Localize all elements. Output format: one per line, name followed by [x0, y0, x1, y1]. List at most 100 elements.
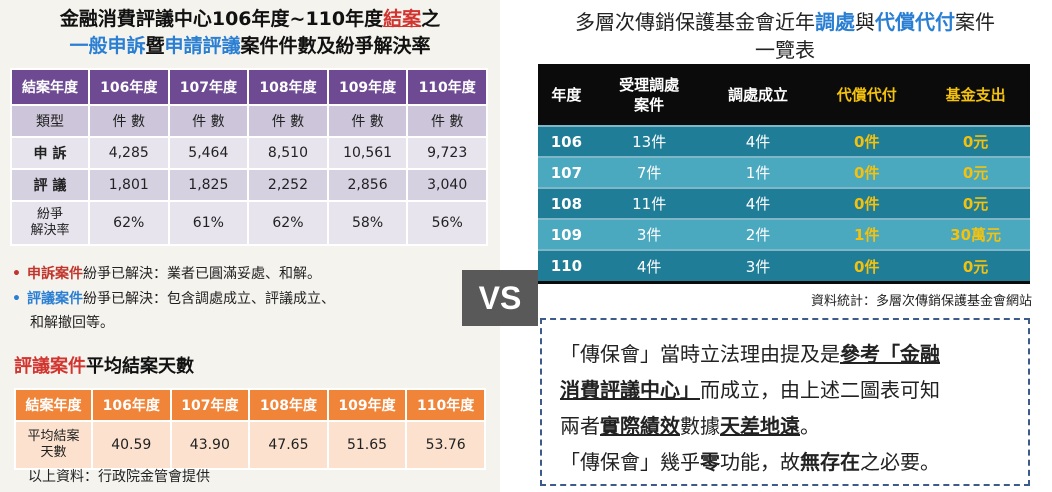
table-cell: 5,464: [167, 136, 250, 170]
table-header-cell: 110年度: [406, 68, 488, 106]
table-cell: 11件: [594, 187, 704, 219]
table-cell: 108: [538, 187, 595, 219]
conclusion-text: 數據: [680, 414, 720, 438]
table-cell: 紛爭 解決率: [10, 200, 90, 246]
table-header-cell: 結案年度: [10, 68, 90, 106]
right-title-text: 案件: [955, 10, 995, 34]
conclusion-emphasis: 參考「金融: [840, 342, 940, 366]
table-header-cell: 106年度: [90, 388, 172, 422]
avg-days-table: 結案年度 106年度 107年度 108年度 109年度 110年度 平均結案 …: [14, 388, 486, 470]
table-cell: 0件: [812, 249, 922, 281]
table-row: 108 11件 4件 0件 0元: [538, 187, 1030, 219]
table-cell: 評 議: [10, 168, 90, 202]
table-row: 紛爭 解決率 62% 61% 62% 58% 56%: [10, 200, 488, 246]
table-header-cell: 結案年度: [14, 388, 93, 422]
right-title-text: 多層次傳銷保護基金會近年: [575, 10, 815, 34]
table-cell: 51.65: [326, 420, 408, 470]
table-header-cell: 基金支出: [945, 85, 1006, 104]
table-cell: 0件: [812, 125, 922, 157]
table-cell: 3,040: [406, 168, 488, 202]
note-text: 紛爭已解決：包含調處成立、評議成立、: [82, 291, 335, 307]
table-cell: 件 數: [326, 104, 409, 138]
table-cell: 件 數: [406, 104, 488, 138]
conclusion-text: 。: [800, 414, 820, 438]
table-cell: 61%: [167, 200, 250, 246]
table-cell: 1,825: [167, 168, 250, 202]
table-cell: 件 數: [167, 104, 250, 138]
conclusion-text: 功能，故: [720, 450, 800, 474]
table-cell: 4,285: [87, 136, 170, 170]
table-header-cell: 年度: [551, 85, 582, 104]
note-keyword: 申訴案件: [26, 266, 83, 282]
table-row: 評 議 1,801 1,825 2,252 2,856 3,040: [10, 168, 488, 202]
left-panel: 金融消費評議中心106年度~110年度結案之 一般申訴暨申請評議案件件數及紛爭解…: [0, 0, 500, 492]
table-header-cell: 107年度: [167, 68, 250, 106]
table-cell: 1件: [812, 218, 922, 250]
table-cell: 0件: [812, 187, 922, 219]
note-review-cont: 和解撤回等。: [30, 312, 114, 334]
left-title-highlight: 一般申訴: [69, 35, 146, 57]
table-row: 申 訴 4,285 5,464 8,510 10,561 9,723: [10, 136, 488, 170]
note-keyword: 評議案件: [26, 291, 83, 307]
table-cell: 7件: [594, 156, 704, 188]
table-row: 109 3件 2件 1件 30萬元: [538, 218, 1030, 250]
table-cell: 3件: [594, 218, 704, 250]
table-header-cell: 108年度: [247, 68, 329, 106]
table-cell: 109: [538, 218, 595, 250]
note-text: 和解撤回等。: [30, 315, 114, 331]
table-cell: 申 訴: [10, 136, 90, 170]
right-title-line2: 一覽表: [755, 38, 815, 62]
mediation-table: 年度 受理調處 案件 調處成立 代償代付 基金支出 106 13件 4件 0件 …: [538, 64, 1030, 281]
table-cell: 0元: [921, 187, 1030, 219]
conclusion-emphasis: 天差地遠: [720, 414, 800, 438]
table-cell: 47.65: [248, 420, 329, 470]
table-cell: 40.59: [90, 420, 172, 470]
table-cell: 2,252: [247, 168, 329, 202]
table-header-cell: 107年度: [169, 388, 251, 422]
table-cell: 0元: [921, 156, 1030, 188]
avg-title-highlight: 評議案件: [14, 356, 86, 377]
avg-title-text: 平均結案天數: [86, 356, 194, 377]
table-cell: 30萬元: [921, 218, 1030, 250]
left-title: 金融消費評議中心106年度~110年度結案之 一般申訴暨申請評議案件件數及紛爭解…: [0, 6, 500, 60]
table-cell: 10,561: [326, 136, 409, 170]
right-source-note: 資料統計：多層次傳銷保護基金會網站: [810, 294, 1032, 309]
conclusion-text: 「傳保會」幾乎: [560, 450, 700, 474]
conclusion-box: 「傳保會」當時立法理由提及是參考「金融 消費評議中心」而成立，由上述二圖表可知 …: [540, 318, 1030, 486]
left-title-highlight: 結案: [383, 8, 422, 30]
conclusion-text: 兩者: [560, 414, 600, 438]
table-cell: 43.90: [169, 420, 251, 470]
conclusion-text: 「傳保會」當時立法理由提及是: [560, 342, 840, 366]
conclusion-line: 「傳保會」當時立法理由提及是參考「金融: [560, 336, 1012, 372]
bullet-icon: •: [12, 266, 21, 282]
table-cell: 4件: [703, 187, 813, 219]
right-title-highlight: 代償代付: [875, 10, 955, 34]
vs-badge: VS: [462, 270, 538, 326]
table-row: 110 4件 3件 0件 0元: [538, 249, 1030, 281]
table-cell: 62%: [247, 200, 329, 246]
table-cell: 62%: [87, 200, 170, 246]
table-cell: 4件: [594, 249, 704, 281]
case-count-table: 結案年度 106年度 107年度 108年度 109年度 110年度 類型 件 …: [10, 68, 488, 246]
table-cell: 13件: [594, 125, 704, 157]
note-review: • 評議案件紛爭已解決：包含調處成立、評議成立、: [12, 288, 335, 310]
conclusion-line: 「傳保會」幾乎零功能，故無存在之必要。: [560, 444, 1012, 480]
table-cell: 8,510: [247, 136, 329, 170]
left-title-text: 暨: [145, 35, 165, 57]
right-title-text: 與: [855, 10, 875, 34]
table-cell: 53.76: [405, 420, 486, 470]
table-cell: 件 數: [247, 104, 329, 138]
table-cell: 0件: [812, 156, 922, 188]
conclusion-emphasis: 無存在: [800, 450, 860, 474]
table-row: 類型 件 數 件 數 件 數 件 數 件 數: [10, 104, 488, 138]
avg-days-title: 評議案件平均結案天數: [14, 352, 194, 378]
table-cell: 0元: [921, 125, 1030, 157]
table-header-cell: 109年度: [326, 388, 408, 422]
conclusion-emphasis: 零: [700, 450, 720, 474]
table-header-cell: 代償代付: [836, 85, 897, 104]
bullet-icon: •: [12, 291, 21, 307]
conclusion-line: 兩者實際績效數據天差地遠。: [560, 408, 1012, 444]
table-header-row: 結案年度 106年度 107年度 108年度 109年度 110年度: [10, 68, 488, 106]
note-text: 紛爭已解決：業者已圓滿妥處、和解。: [82, 266, 321, 282]
left-title-text: 之: [421, 8, 441, 30]
